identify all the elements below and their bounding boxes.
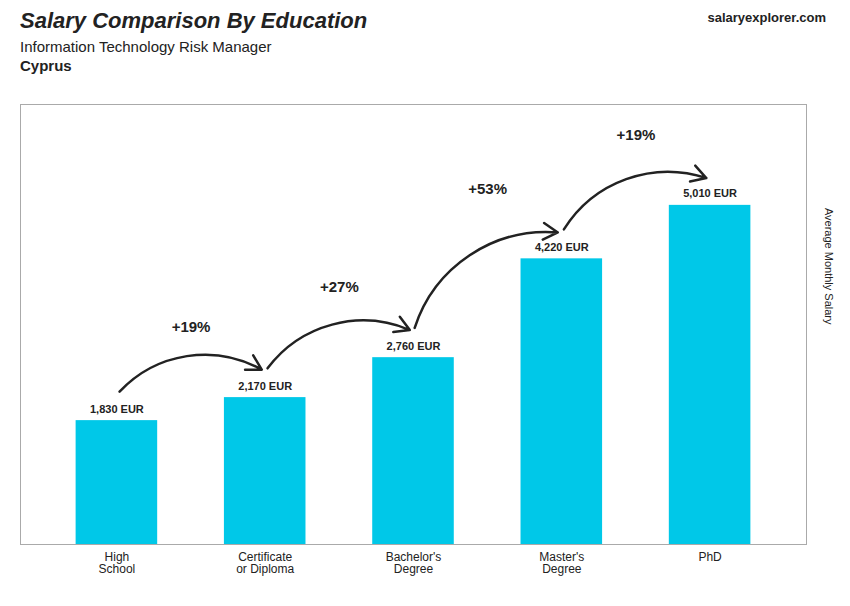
html-text:Salary Comparison By Education: Salary Comparison By Education: [20, 8, 368, 33]
svg-text:2,170 EUR: 2,170 EUR: [238, 380, 292, 392]
svg-text:2,760 EUR: 2,760 EUR: [387, 340, 441, 352]
svg-text:Bachelor'sDegree: Bachelor'sDegree: [386, 550, 442, 576]
svg-text:HighSchool: HighSchool: [99, 550, 136, 576]
svg-text:+19%: +19%: [617, 126, 656, 143]
html-text:Information Technology Risk Ma: Information Technology Risk Manager: [20, 38, 272, 55]
svg-text:+27%: +27%: [320, 278, 359, 295]
svg-text:PhD: PhD: [698, 550, 722, 564]
html-text:Cyprus: Cyprus: [20, 57, 72, 74]
svg-text:Average Monthly Salary: Average Monthly Salary: [823, 208, 835, 325]
svg-text:5,010 EUR: 5,010 EUR: [683, 187, 737, 199]
svg-text:4,220 EUR: 4,220 EUR: [535, 241, 589, 253]
svg-text:Certificateor Diploma: Certificateor Diploma: [236, 550, 294, 576]
svg-text:1,830 EUR: 1,830 EUR: [90, 403, 144, 415]
svg-text:+53%: +53%: [468, 180, 507, 197]
html-text:salaryexplorer.com: salaryexplorer.com: [707, 10, 826, 25]
svg-text:Master'sDegree: Master'sDegree: [539, 550, 584, 576]
svg-text:+19%: +19%: [172, 318, 211, 335]
